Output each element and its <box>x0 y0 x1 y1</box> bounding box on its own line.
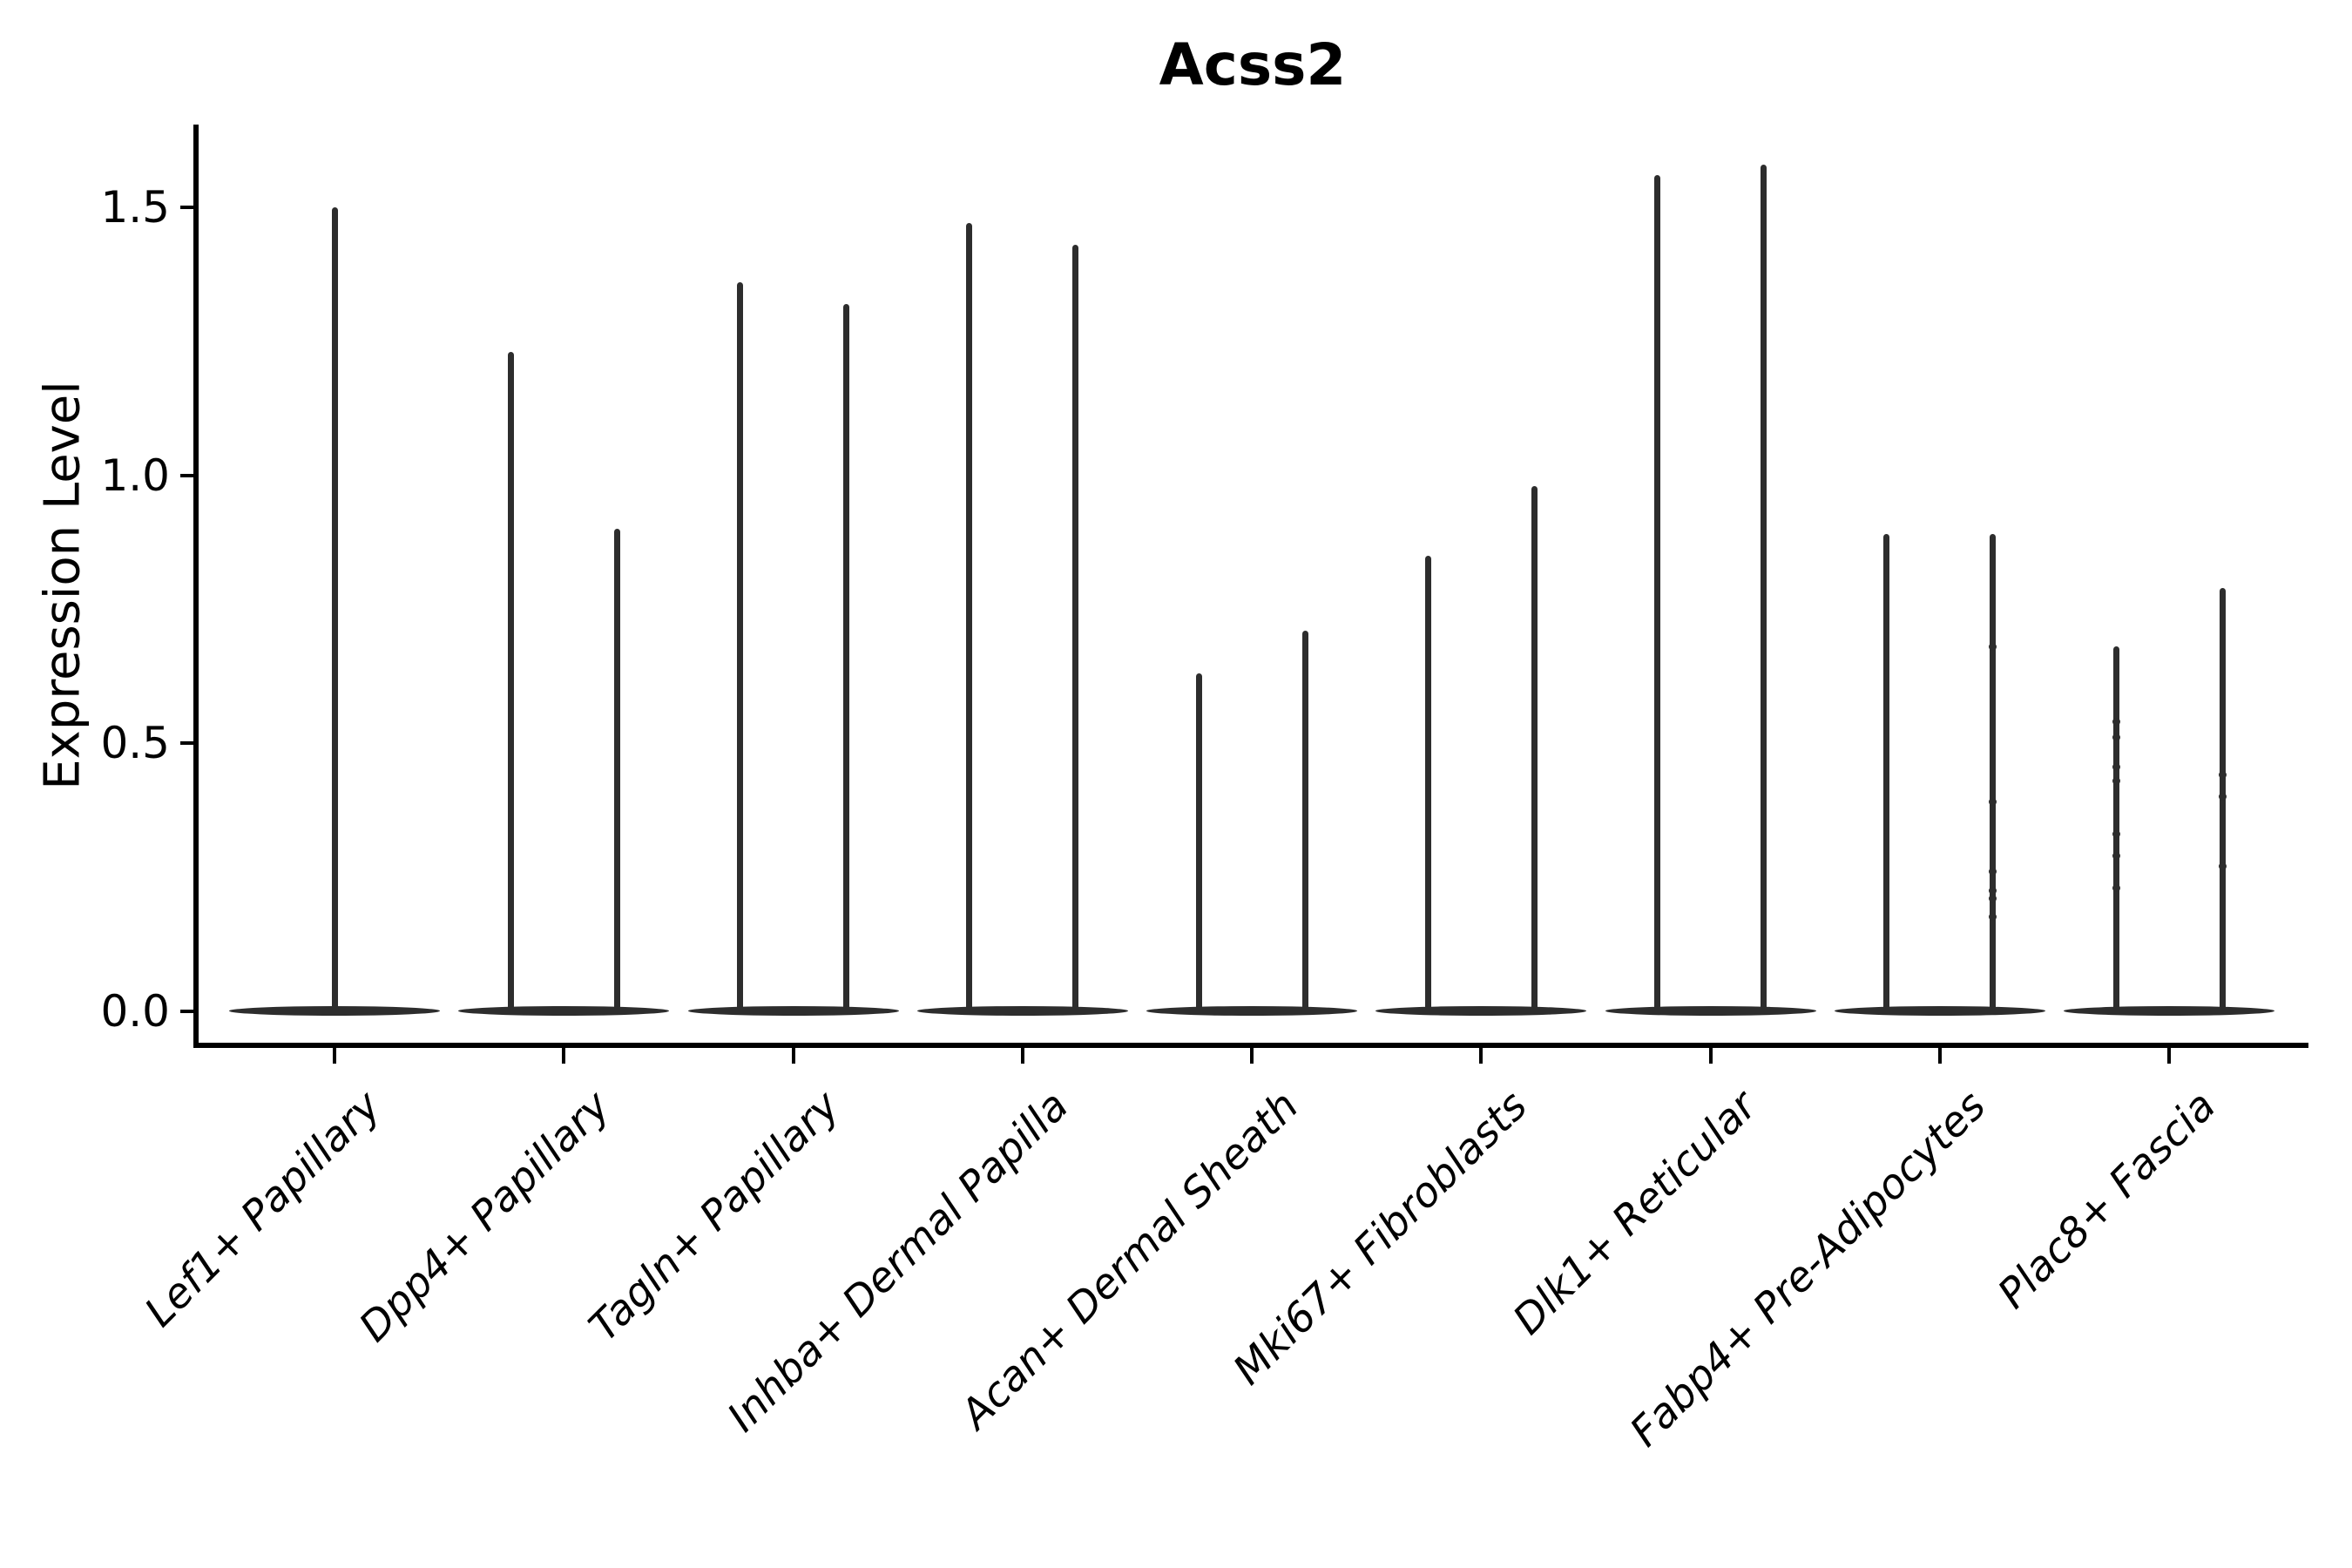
data-point-dot <box>2218 793 2227 801</box>
y-tick-mark <box>180 473 196 477</box>
violin-body <box>1605 1006 1816 1016</box>
x-tick-mark <box>791 1048 795 1064</box>
y-tick-mark <box>180 1009 196 1013</box>
x-tick-mark <box>1937 1048 1942 1064</box>
violin-spike <box>1072 245 1079 1015</box>
x-axis-spine <box>193 1043 2308 1048</box>
data-point-dot <box>2112 830 2120 839</box>
violin-body <box>458 1006 670 1016</box>
violin-spike <box>1531 485 1538 1015</box>
y-tick-label: 0.5 <box>100 718 170 768</box>
x-tick-label: Plac8+ Fascia <box>1988 1082 2225 1319</box>
x-tick-label: Dpp4+ Papillary <box>350 1082 620 1352</box>
data-point-dot <box>1989 642 1997 651</box>
violin-body <box>1834 1006 2045 1016</box>
violin-spike <box>2219 587 2226 1015</box>
x-tick-mark <box>333 1048 336 1064</box>
violin-body <box>1375 1006 1587 1016</box>
plot-title: Acss2 <box>1159 31 1347 98</box>
violin-spike <box>966 223 973 1015</box>
x-tick-label: Tagln+ Papillary <box>579 1082 849 1351</box>
violin-spike <box>1424 555 1431 1015</box>
x-tick-mark <box>2167 1048 2171 1064</box>
violin-spike <box>507 352 514 1015</box>
data-point-dot <box>1989 894 1997 902</box>
violin-body <box>687 1006 899 1016</box>
violin-spike <box>1301 630 1308 1015</box>
data-point-dot <box>2112 851 2120 860</box>
violin-spike <box>737 282 743 1015</box>
violin-body <box>916 1006 1128 1016</box>
data-point-dot <box>2112 763 2120 772</box>
violin-spike <box>1195 673 1202 1015</box>
y-tick-mark <box>180 741 196 745</box>
violin-spike <box>1990 534 1997 1015</box>
violin-spike <box>1883 534 1890 1015</box>
x-tick-mark <box>1479 1048 1484 1064</box>
data-point-dot <box>2112 717 2120 726</box>
x-tick-label: Dlk1+ Reticular <box>1504 1082 1767 1344</box>
data-point-dot <box>1989 868 1997 876</box>
x-tick-label: Lef1+ Papillary <box>135 1082 390 1337</box>
data-point-dot <box>2218 862 2227 870</box>
y-tick-label: 1.0 <box>100 449 170 501</box>
data-point-dot <box>2112 733 2120 742</box>
x-tick-mark <box>1708 1048 1713 1064</box>
data-point-dot <box>1989 886 1997 895</box>
y-tick-label: 0.0 <box>100 985 170 1037</box>
violin-spike <box>613 529 620 1015</box>
violin-spike <box>1761 164 1767 1015</box>
data-point-dot <box>2218 771 2227 780</box>
data-point-dot <box>2112 776 2120 785</box>
data-point-dot <box>1989 913 1997 922</box>
data-point-dot <box>1989 798 1997 807</box>
x-tick-mark <box>1020 1048 1024 1064</box>
x-tick-mark <box>562 1048 566 1064</box>
violin-body <box>2064 1006 2274 1016</box>
data-point-dot <box>2112 883 2120 892</box>
y-axis-spine <box>193 125 199 1048</box>
violin-spike <box>1654 175 1660 1015</box>
violin-body <box>1146 1006 1357 1016</box>
x-tick-mark <box>1250 1048 1254 1064</box>
violin-spike <box>843 303 849 1015</box>
violin-spike <box>331 207 338 1015</box>
y-tick-mark <box>180 206 196 209</box>
y-tick-label: 1.5 <box>100 182 170 233</box>
